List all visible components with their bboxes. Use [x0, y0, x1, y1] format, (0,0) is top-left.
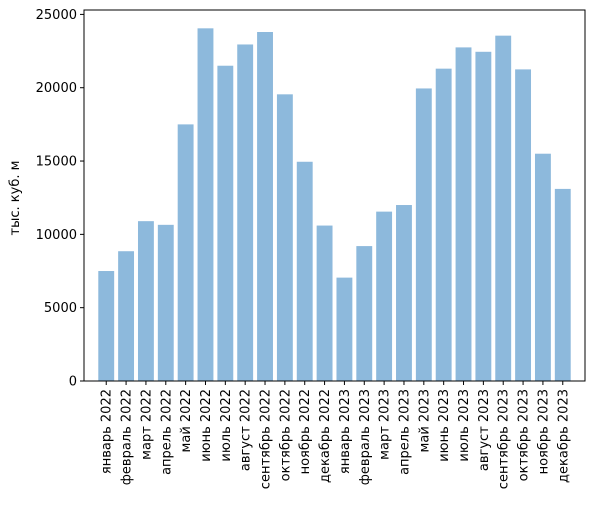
x-tick-label: август 2022 — [239, 389, 254, 471]
x-tick-label: октябрь 2022 — [278, 389, 293, 481]
x-tick-label: ноябрь 2023 — [536, 389, 551, 474]
x-tick-label: июль 2022 — [219, 389, 234, 462]
y-tick-label: 10000 — [36, 228, 77, 243]
bar-4 — [157, 224, 174, 381]
x-tick-label: апрель 2022 — [159, 389, 174, 475]
y-tick-label: 0 — [69, 375, 77, 390]
bar-17 — [415, 88, 432, 381]
bar-5 — [177, 124, 194, 381]
x-tick-label: январь 2022 — [100, 389, 115, 474]
x-tick-label: май 2023 — [417, 389, 432, 452]
y-tick-label: 20000 — [36, 81, 77, 96]
bar-1 — [98, 271, 115, 381]
bar-23 — [534, 153, 551, 381]
bar-10 — [276, 94, 293, 381]
x-tick-label: октябрь 2023 — [517, 389, 532, 481]
plot-frame — [83, 9, 586, 382]
bar-3 — [137, 221, 154, 381]
x-tick-label: ноябрь 2022 — [298, 389, 313, 474]
x-tick-label: декабрь 2023 — [556, 389, 571, 483]
bar-12 — [316, 225, 333, 381]
bar-13 — [336, 277, 353, 381]
x-tick-label: февраль 2023 — [358, 389, 373, 485]
bar-9 — [257, 32, 273, 381]
bar-20 — [475, 51, 492, 381]
bar-15 — [376, 211, 393, 381]
bar-24 — [554, 188, 571, 381]
y-tick-label: 25000 — [36, 8, 77, 23]
x-tick-label: март 2023 — [378, 389, 393, 460]
x-tick-label: апрель 2023 — [397, 389, 412, 475]
x-tick-label: июнь 2022 — [199, 389, 214, 462]
x-tick-label: январь 2023 — [338, 389, 353, 474]
bar-22 — [515, 69, 532, 381]
bar-6 — [197, 28, 214, 382]
x-tick-label: август 2023 — [477, 389, 492, 471]
x-tick-label: сентябрь 2023 — [497, 389, 512, 489]
y-tick-label: 15000 — [36, 155, 77, 170]
bar-8 — [237, 44, 254, 382]
bar-18 — [435, 68, 452, 381]
x-tick-label: июль 2023 — [457, 389, 472, 462]
x-tick-label: июнь 2023 — [437, 389, 452, 462]
bar-19 — [455, 47, 472, 381]
x-tick-label: февраль 2022 — [120, 389, 135, 485]
x-tick-label: сентябрь 2022 — [259, 389, 274, 489]
bar-14 — [356, 246, 373, 381]
x-tick-label: декабрь 2022 — [318, 389, 333, 483]
x-tick-label: март 2022 — [139, 389, 154, 460]
axes-layer: 0 5000 10000 15000 20000 25000 январь 2022 февр… — [36, 8, 586, 489]
bar-7 — [217, 65, 234, 381]
bars-layer — [98, 28, 571, 382]
bar-2 — [118, 251, 135, 381]
bar-11 — [296, 161, 313, 381]
y-axis-label: тыс. куб. м — [8, 161, 23, 236]
bar-21 — [495, 35, 512, 381]
bar-16 — [396, 205, 412, 381]
x-tick-label: май 2022 — [179, 389, 194, 452]
y-tick-label: 5000 — [44, 301, 77, 316]
